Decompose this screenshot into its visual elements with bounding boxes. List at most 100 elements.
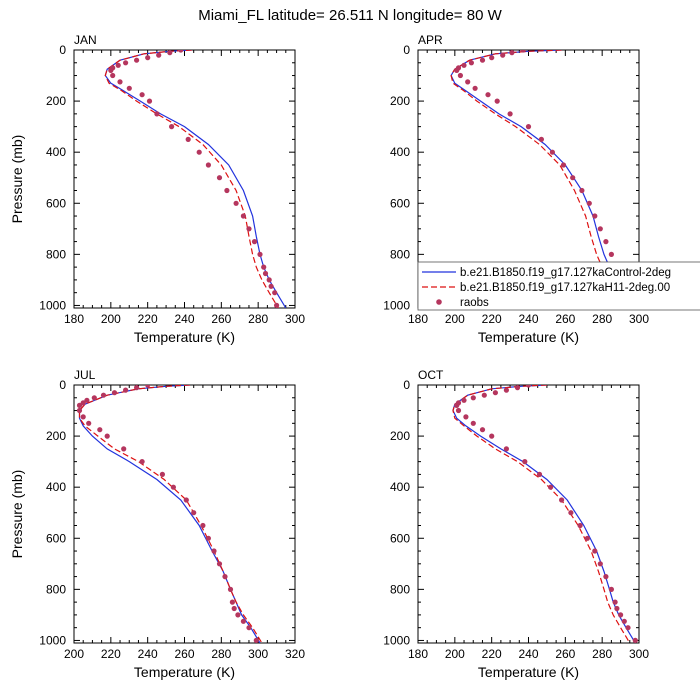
raobs-point xyxy=(91,395,97,401)
raobs-point xyxy=(205,535,211,541)
raobs-point xyxy=(592,548,598,554)
x-tick-label: 220 xyxy=(482,312,502,326)
raobs-point xyxy=(470,420,476,426)
y-tick-label: 0 xyxy=(403,43,410,57)
y-tick-label: 400 xyxy=(390,145,410,159)
raobs-point xyxy=(266,277,272,283)
raobs-point xyxy=(227,586,234,593)
x-tick-label: 220 xyxy=(101,647,121,661)
plot-area xyxy=(76,385,263,643)
raobs-point xyxy=(123,60,129,66)
series-line-h11 xyxy=(450,50,627,308)
raobs-point xyxy=(159,471,165,477)
y-tick-label: 0 xyxy=(59,378,66,392)
y-tick-label: 1000 xyxy=(39,633,66,647)
y-tick-label: 800 xyxy=(46,247,66,261)
panel-apr: 180 200 220 240 260 280 300 0 200 400 600 800 1000 AP… xyxy=(383,33,649,345)
x-tick-label: 200 xyxy=(445,647,465,661)
raobs-point xyxy=(145,385,151,388)
raobs-point xyxy=(274,302,280,308)
raobs-point xyxy=(520,50,526,53)
raobs-point xyxy=(503,387,509,393)
raobs-point xyxy=(618,612,624,618)
raobs-point xyxy=(80,414,86,420)
y-axis-label: Pressure (mb) xyxy=(9,470,25,559)
raobs-point xyxy=(253,637,259,643)
raobs-point xyxy=(121,446,127,452)
raobs-point xyxy=(231,605,237,612)
series-line-control xyxy=(104,50,287,308)
raobs-point xyxy=(170,484,176,490)
x-tick-label: 200 xyxy=(445,312,465,326)
y-tick-label: 800 xyxy=(390,582,410,596)
raobs-point xyxy=(154,111,160,117)
raobs-point xyxy=(268,283,274,289)
raobs-point xyxy=(500,52,506,58)
y-tick-label: 800 xyxy=(390,247,410,261)
raobs-point xyxy=(603,239,609,245)
raobs-point xyxy=(612,599,618,605)
raobs-point xyxy=(80,400,86,406)
raobs-point xyxy=(608,251,615,257)
y-tick-label: 400 xyxy=(46,480,66,494)
raobs-point xyxy=(525,124,532,130)
raobs-point xyxy=(139,92,145,98)
raobs-point xyxy=(111,390,118,396)
legend-marker-raobs xyxy=(436,299,442,305)
raobs-point xyxy=(235,612,241,618)
raobs-point xyxy=(503,446,509,452)
x-axis-label: Temperature (K) xyxy=(134,329,235,345)
y-tick-label: 800 xyxy=(46,582,66,596)
raobs-point xyxy=(570,175,576,181)
raobs-point xyxy=(621,618,627,624)
raobs-point xyxy=(229,599,235,605)
y-tick-label: 0 xyxy=(403,378,410,392)
x-tick-label: 180 xyxy=(408,647,428,661)
y-tick-label: 600 xyxy=(390,531,410,545)
x-tick-label: 280 xyxy=(592,647,612,661)
x-tick-label: 240 xyxy=(138,647,158,661)
legend-label: b.e21.B1850.f19_g17.127kaControl-2deg xyxy=(460,267,671,279)
x-tick-label: 300 xyxy=(248,647,268,661)
x-tick-label: 180 xyxy=(408,312,428,326)
raobs-point xyxy=(222,574,228,580)
raobs-point xyxy=(632,637,638,643)
x-tick-label: 320 xyxy=(285,647,305,661)
raobs-point xyxy=(559,497,565,503)
raobs-point xyxy=(123,387,129,393)
raobs-point xyxy=(597,561,603,567)
legend: b.e21.B1850.f19_g17.127kaControl-2deg b.e… xyxy=(417,261,700,311)
raobs-point xyxy=(257,251,263,257)
raobs-point xyxy=(146,98,153,104)
x-tick-label: 220 xyxy=(482,647,502,661)
x-tick-label: 200 xyxy=(101,312,121,326)
raobs-point xyxy=(579,187,585,194)
raobs-point xyxy=(454,402,460,408)
raobs-point xyxy=(97,427,103,433)
raobs-point xyxy=(104,433,110,439)
legend-label: b.e21.B1850.f19_g17.127kaH11-2deg.00 xyxy=(460,282,670,294)
raobs-point xyxy=(169,124,175,130)
panel-title: JUL xyxy=(74,368,96,382)
y-axis-label: Pressure (mb) xyxy=(9,135,25,224)
raobs-point xyxy=(568,510,574,516)
raobs-point xyxy=(608,586,615,593)
x-tick-label: 280 xyxy=(592,312,612,326)
raobs-point xyxy=(139,459,145,465)
x-tick-label: 240 xyxy=(174,312,194,326)
y-tick-label: 200 xyxy=(46,429,66,443)
series-line-h11 xyxy=(104,50,279,308)
y-tick-label: 1000 xyxy=(383,298,410,312)
raobs-point xyxy=(522,459,528,465)
raobs-point xyxy=(117,79,123,85)
y-tick-label: 1000 xyxy=(383,633,410,647)
raobs-point xyxy=(536,471,543,477)
raobs-point xyxy=(191,510,197,516)
raobs-point xyxy=(205,162,211,168)
y-tick-label: 400 xyxy=(46,145,66,159)
x-tick-label: 180 xyxy=(64,312,84,326)
raobs-point xyxy=(494,98,500,104)
raobs-point xyxy=(100,392,107,398)
y-tick-label: 0 xyxy=(59,43,66,57)
